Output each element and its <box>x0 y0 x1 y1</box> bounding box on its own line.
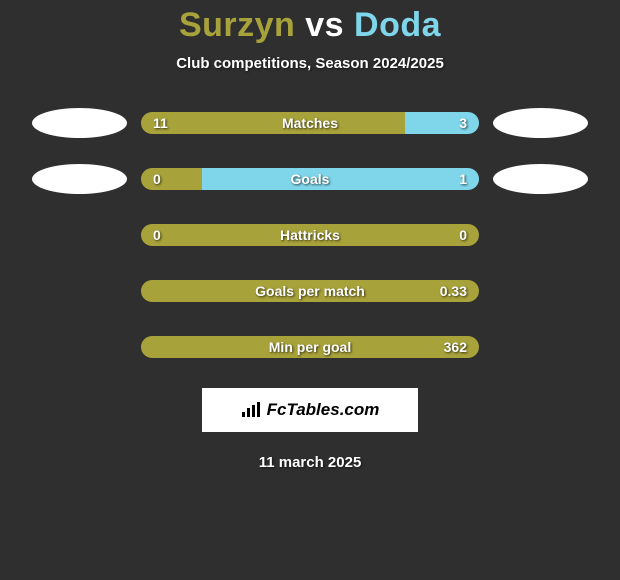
stat-bar: Min per goal 362 <box>141 336 479 358</box>
logo-text: FcTables.com <box>267 400 380 420</box>
comparison-chart: Matches 11 3 Goals 0 1 Hattricks 0 0 Goals per ma… <box>0 108 620 362</box>
stat-label: Matches <box>282 115 338 131</box>
stat-label: Goals per match <box>255 283 365 299</box>
stat-row: Min per goal 362 <box>0 332 620 362</box>
stat-bar: Hattricks 0 0 <box>141 224 479 246</box>
stat-value-right: 0.33 <box>440 283 467 299</box>
stat-row: Goals 0 1 <box>0 164 620 194</box>
bar-segment-left <box>141 168 202 190</box>
stat-label: Hattricks <box>280 227 340 243</box>
stat-bar: Goals per match 0.33 <box>141 280 479 302</box>
stat-label: Goals <box>291 171 330 187</box>
subtitle: Club competitions, Season 2024/2025 <box>0 55 620 72</box>
bar-chart-icon <box>241 402 261 418</box>
stat-value-right: 3 <box>459 115 467 131</box>
title-vs: vs <box>305 6 344 44</box>
stat-value-left: 0 <box>153 227 161 243</box>
stat-row: Hattricks 0 0 <box>0 220 620 250</box>
stat-value-left: 11 <box>153 115 168 131</box>
stat-row: Goals per match 0.33 <box>0 276 620 306</box>
stat-value-right: 0 <box>459 227 467 243</box>
bar-segment-right <box>202 168 479 190</box>
player1-avatar <box>32 108 127 138</box>
player1-name: Surzyn <box>179 6 295 44</box>
comparison-title: Surzyn vs Doda <box>0 6 620 45</box>
stat-bar: Goals 0 1 <box>141 168 479 190</box>
date-label: 11 march 2025 <box>0 454 620 471</box>
stat-value-right: 362 <box>444 339 467 355</box>
bar-segment-left <box>141 112 405 134</box>
stat-label: Min per goal <box>269 339 351 355</box>
player1-avatar <box>32 164 127 194</box>
stat-row: Matches 11 3 <box>0 108 620 138</box>
logo: FcTables.com <box>241 400 380 420</box>
logo-box: FcTables.com <box>202 388 418 432</box>
stat-value-right: 1 <box>459 171 467 187</box>
stat-value-left: 0 <box>153 171 161 187</box>
player2-name: Doda <box>354 6 441 44</box>
player2-avatar <box>493 164 588 194</box>
bar-segment-right <box>405 112 479 134</box>
stat-bar: Matches 11 3 <box>141 112 479 134</box>
player2-avatar <box>493 108 588 138</box>
